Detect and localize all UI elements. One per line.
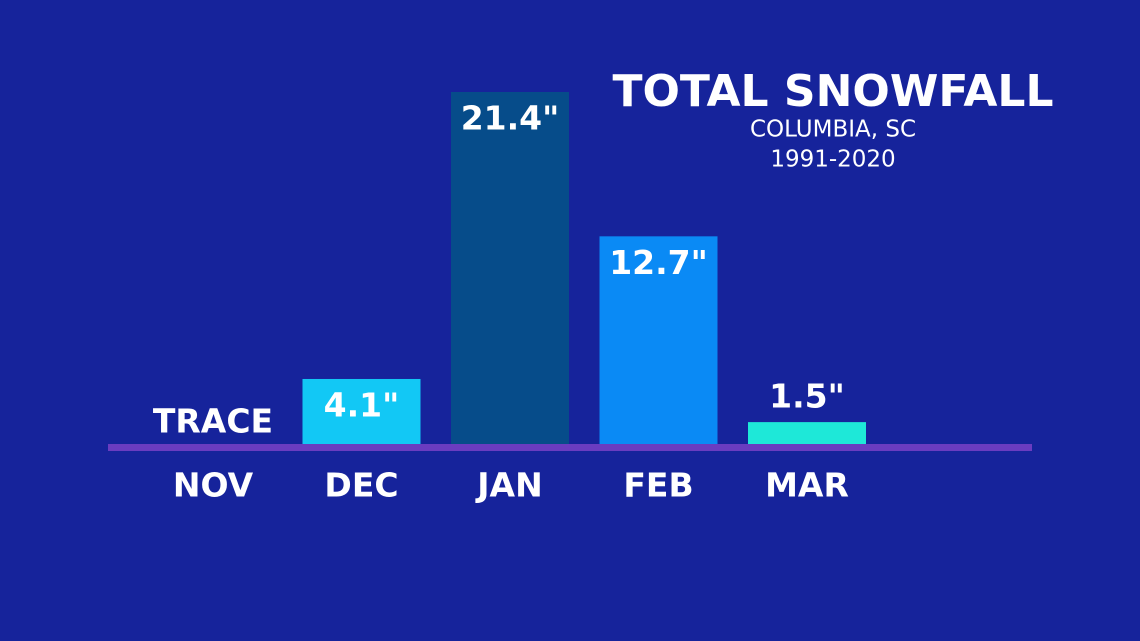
chart-title: TOTAL SNOWFALL xyxy=(612,66,1053,117)
x-tick-label: MAR xyxy=(765,466,849,505)
x-tick-label: FEB xyxy=(623,466,693,505)
chart-subtitle: COLUMBIA, SC xyxy=(750,117,916,143)
value-label: 12.7" xyxy=(609,243,708,282)
bar xyxy=(599,236,718,447)
chart-subtitle: 1991-2020 xyxy=(770,147,895,173)
bar xyxy=(302,378,421,447)
x-tick-label: NOV xyxy=(173,466,254,505)
bar xyxy=(451,92,569,447)
value-label: 4.1" xyxy=(324,385,400,424)
x-tick-label: DEC xyxy=(324,466,398,505)
x-tick-label: JAN xyxy=(475,466,542,505)
value-label: 21.4" xyxy=(461,99,560,138)
bar xyxy=(748,422,866,447)
value-label: 1.5" xyxy=(769,377,845,416)
value-label: TRACE xyxy=(153,402,273,441)
baseline xyxy=(108,444,1032,451)
